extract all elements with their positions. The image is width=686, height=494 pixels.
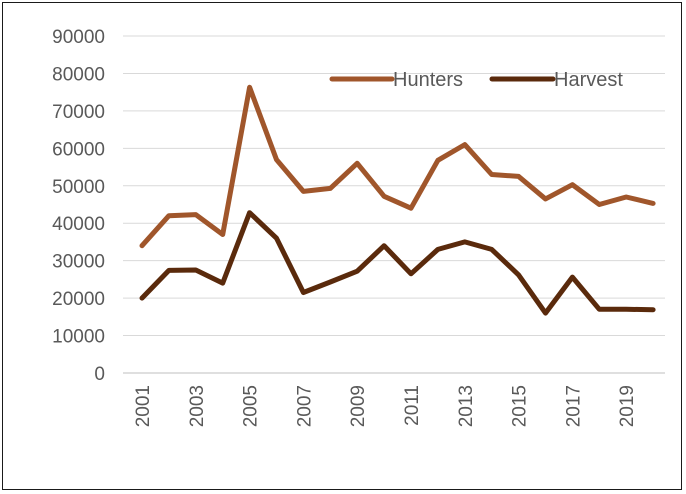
y-tick-label: 50000	[52, 177, 105, 198]
x-tick-label: 2007	[294, 385, 315, 427]
y-tick-label: 20000	[52, 289, 105, 310]
x-tick-label: 2001	[133, 385, 154, 427]
x-tick-label: 2005	[241, 385, 262, 427]
legend-label-harvest: Harvest	[554, 69, 623, 91]
y-tick-label: 30000	[52, 252, 105, 273]
series-lines	[139, 84, 656, 316]
x-tick-label: 2013	[456, 385, 477, 427]
x-tick-label: 2011	[402, 385, 423, 426]
legend-label-hunters: Hunters	[393, 69, 463, 91]
y-axis-tick-labels: 0 10000 20000 30000 40000 50000 60000 70000 8000…	[52, 27, 105, 385]
x-tick-label: 2003	[187, 385, 208, 427]
chart-frame	[2, 2, 682, 490]
x-tick-label: 2017	[563, 385, 584, 427]
y-tick-label: 90000	[52, 27, 105, 48]
legend: Hunters Harvest	[329, 69, 623, 91]
x-tick-label: 2009	[348, 385, 369, 427]
x-tick-label: 2019	[617, 385, 638, 427]
x-tick-label: 2015	[510, 385, 531, 427]
y-tick-label: 40000	[52, 214, 105, 235]
series-line-harvest	[139, 210, 656, 316]
x-axis-tick-labels: 2001 2003 2005 2007 2009 2011 2013 2015 2017 2019	[133, 385, 638, 427]
y-tick-label: 80000	[52, 64, 105, 85]
y-tick-label: 60000	[52, 139, 105, 160]
series-line-hunters	[139, 84, 656, 249]
y-tick-label: 70000	[52, 102, 105, 123]
y-tick-label: 0	[94, 364, 105, 385]
y-tick-label: 10000	[52, 327, 105, 348]
